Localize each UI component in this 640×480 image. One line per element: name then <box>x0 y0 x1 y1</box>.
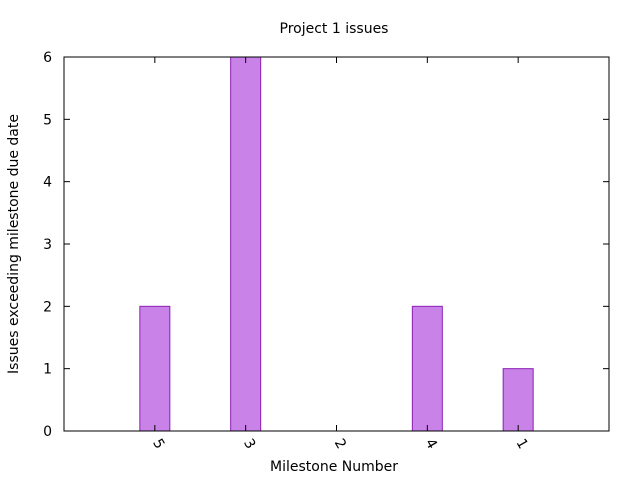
bar-milestone-1 <box>502 368 534 432</box>
y-axis-label: Issues exceeding milestone due date <box>6 114 22 374</box>
y-tick-label-6: 6 <box>43 50 52 66</box>
y-tick-label-1: 1 <box>43 362 52 378</box>
x-tick-label-4: 4 <box>422 436 440 452</box>
y-tick-label-0: 0 <box>43 424 52 440</box>
x-tick-label-2: 2 <box>331 436 349 452</box>
bar-milestone-3 <box>230 56 262 432</box>
bar-milestone-5 <box>139 305 171 432</box>
y-tick-label-2: 2 <box>43 299 52 315</box>
x-axis-label: Milestone Number <box>270 459 398 475</box>
chart-title: Project 1 issues <box>280 21 389 37</box>
x-tick-label-5: 5 <box>149 436 167 452</box>
x-tick-label-1: 1 <box>512 436 530 452</box>
y-tick-label-4: 4 <box>43 175 52 191</box>
y-axis-ticks: 0 1 2 3 4 5 6 <box>43 50 609 440</box>
y-tick-label-3: 3 <box>43 237 52 253</box>
bars-group <box>139 56 534 432</box>
bar-milestone-4 <box>411 305 443 432</box>
x-axis-ticks: 5 3 2 4 1 <box>149 57 531 452</box>
x-tick-label-3: 3 <box>240 436 258 452</box>
y-tick-label-5: 5 <box>43 112 52 128</box>
